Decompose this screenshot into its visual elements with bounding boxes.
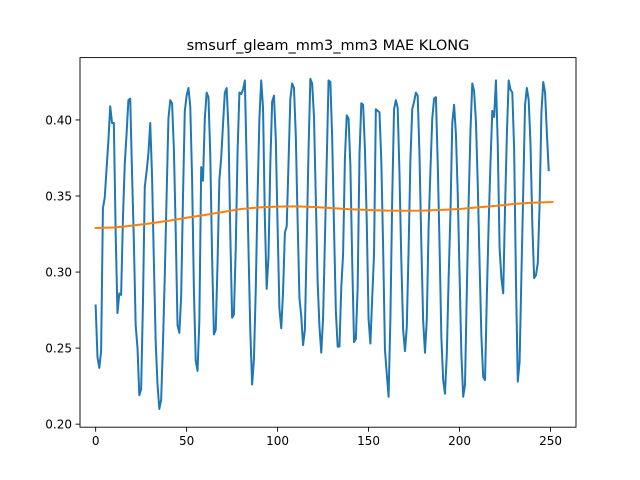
- x-tick-label: 250: [539, 434, 562, 448]
- y-tick-label: 0.30: [45, 265, 72, 279]
- x-tick-label: 150: [357, 434, 380, 448]
- y-tick-label: 0.20: [45, 417, 72, 431]
- y-tick-label: 0.25: [45, 341, 72, 355]
- series-line-1: [94, 77, 550, 410]
- x-tick-label: 100: [266, 434, 289, 448]
- y-tick-label: 0.35: [45, 189, 72, 203]
- axes-frame: [79, 57, 577, 428]
- y-tick-label: 0.40: [45, 113, 72, 127]
- x-tick-label: 0: [92, 434, 100, 448]
- x-tick-label: 200: [448, 434, 471, 448]
- axis-ticks: 0 50 100 150 200 250 0.20 0.25 0.30 0.35 0.40: [45, 113, 562, 448]
- chart-title: smsurf_gleam_mm3_mm3 MAE KLONG: [187, 38, 470, 54]
- plot-area: [94, 77, 554, 410]
- x-tick-label: 50: [179, 434, 194, 448]
- series-line-2: [94, 201, 554, 229]
